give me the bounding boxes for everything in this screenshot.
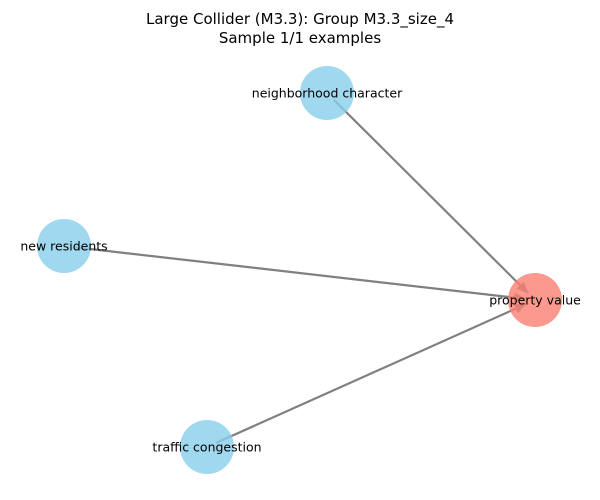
node-property-value: property value: [489, 273, 581, 327]
node-label-traffic-congestion: traffic congestion: [152, 440, 261, 455]
node-label-neighborhood-character: neighborhood character: [252, 86, 403, 101]
edge-new-residents-to-property-value: [73, 246, 527, 303]
node-label-property-value: property value: [489, 293, 581, 308]
chart-title-block: Large Collider (M3.3): Group M3.3_size_4…: [0, 10, 600, 48]
chart-subtitle: Sample 1/1 examples: [218, 29, 382, 47]
node-neighborhood-character: neighborhood character: [252, 66, 403, 120]
node-traffic-congestion: traffic congestion: [152, 420, 262, 474]
node-new-residents: new residents: [20, 219, 108, 273]
node-label-new-residents: new residents: [20, 239, 107, 254]
edge-neighborhood-character-to-property-value: [333, 99, 529, 294]
edge-traffic-congestion-to-property-value: [215, 303, 527, 444]
chart-title: Large Collider (M3.3): Group M3.3_size_4: [146, 10, 454, 28]
